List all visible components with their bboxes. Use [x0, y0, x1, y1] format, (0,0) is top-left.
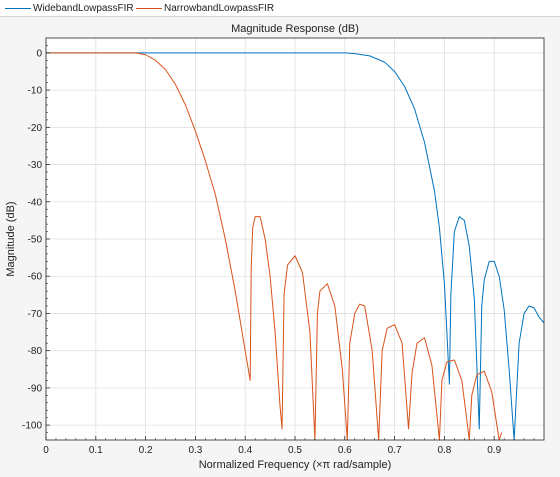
x-tick-label: 0.1 [89, 445, 103, 456]
x-tick-label: 0.4 [238, 445, 252, 456]
x-tick-label: 0.3 [188, 445, 202, 456]
legend-item-wideband[interactable]: WidebandLowpassFIR [5, 0, 134, 16]
y-tick-label: -20 [28, 123, 43, 134]
y-tick-label: -50 [28, 235, 43, 246]
x-tick-label: 0.8 [437, 445, 451, 456]
legend-item-narrowband[interactable]: NarrowbandLowpassFIR [136, 0, 274, 16]
x-tick-label: 0.5 [288, 445, 302, 456]
legend-swatch-narrowband [136, 7, 162, 9]
legend-label-wideband: WidebandLowpassFIR [33, 2, 134, 14]
legend-label-narrowband: NarrowbandLowpassFIR [164, 2, 275, 14]
legend: WidebandLowpassFIR NarrowbandLowpassFIR [0, 0, 560, 17]
y-tick-label: -90 [28, 383, 43, 394]
x-axis-label: Normalized Frequency (×π rad/sample) [199, 459, 392, 471]
y-tick-label: -30 [28, 160, 43, 171]
x-tick-label: 0 [43, 445, 49, 456]
series-line-wideband [46, 52, 545, 441]
y-tick-label: -10 [28, 86, 43, 97]
y-tick-label: -60 [28, 272, 43, 283]
x-tick-label: 0.7 [388, 445, 402, 456]
legend-swatch-wideband [5, 7, 31, 9]
series-layer [46, 52, 545, 441]
x-tick-label: 0.2 [139, 445, 153, 456]
series-line-narrowband [46, 52, 503, 441]
x-tick-label: 0.6 [338, 445, 352, 456]
y-tick-label: 0 [36, 48, 42, 59]
grid [45, 38, 544, 440]
y-tick-label: -40 [28, 197, 43, 208]
x-tick-label: 0.9 [487, 445, 501, 456]
y-tick-label: -80 [28, 346, 43, 357]
y-tick-label: -100 [22, 421, 42, 432]
y-tick-label: -70 [28, 309, 43, 320]
chart-title: Magnitude Response (dB) [231, 23, 359, 35]
ticks: 0 0.1 0.2 0.3 0.4 0.5 0.6 0.7 0.8 0.9 0 -10 -20 -30 -4… [22, 45, 535, 456]
y-axis-label: Magnitude (dB) [5, 201, 17, 276]
